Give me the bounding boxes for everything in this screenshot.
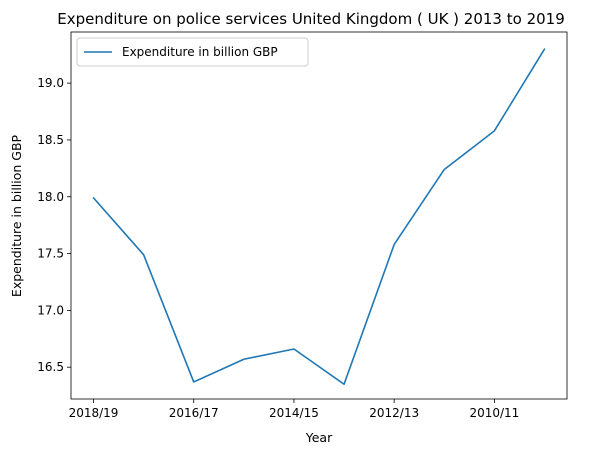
legend: Expenditure in billion GBP xyxy=(76,37,309,67)
legend-box xyxy=(76,37,309,67)
y-tick-label: 17.5 xyxy=(37,247,64,261)
plot-area xyxy=(71,32,567,399)
y-axis-label: Expenditure in billion GBP xyxy=(9,134,24,297)
y-tick-label: 16.5 xyxy=(37,360,64,374)
series-layer xyxy=(92,48,546,386)
y-tick-label: 18.0 xyxy=(37,190,64,204)
x-tick-label: 2014/15 xyxy=(269,406,319,420)
x-tick-label: 2018/19 xyxy=(69,406,119,420)
chart-title: Expenditure on police services United Ki… xyxy=(57,10,565,28)
y-tick-label: 19.0 xyxy=(37,76,64,90)
y-axis-ticks: 16.5 17.0 17.5 18.0 18.5 19.0 xyxy=(37,76,71,374)
series-line xyxy=(92,48,546,386)
x-axis-ticks: 2018/19 2016/17 2014/15 2012/13 2010/11 xyxy=(69,399,519,420)
x-tick-label: 2012/13 xyxy=(369,406,419,420)
x-tick-label: 2016/17 xyxy=(169,406,219,420)
plot-frame xyxy=(70,31,568,400)
y-tick-label: 18.5 xyxy=(37,133,64,147)
y-tick-label: 17.0 xyxy=(37,303,64,317)
legend-label: Expenditure in billion GBP xyxy=(122,45,278,59)
x-axis-label: Year xyxy=(305,430,333,445)
x-tick-label: 2010/11 xyxy=(469,406,519,420)
